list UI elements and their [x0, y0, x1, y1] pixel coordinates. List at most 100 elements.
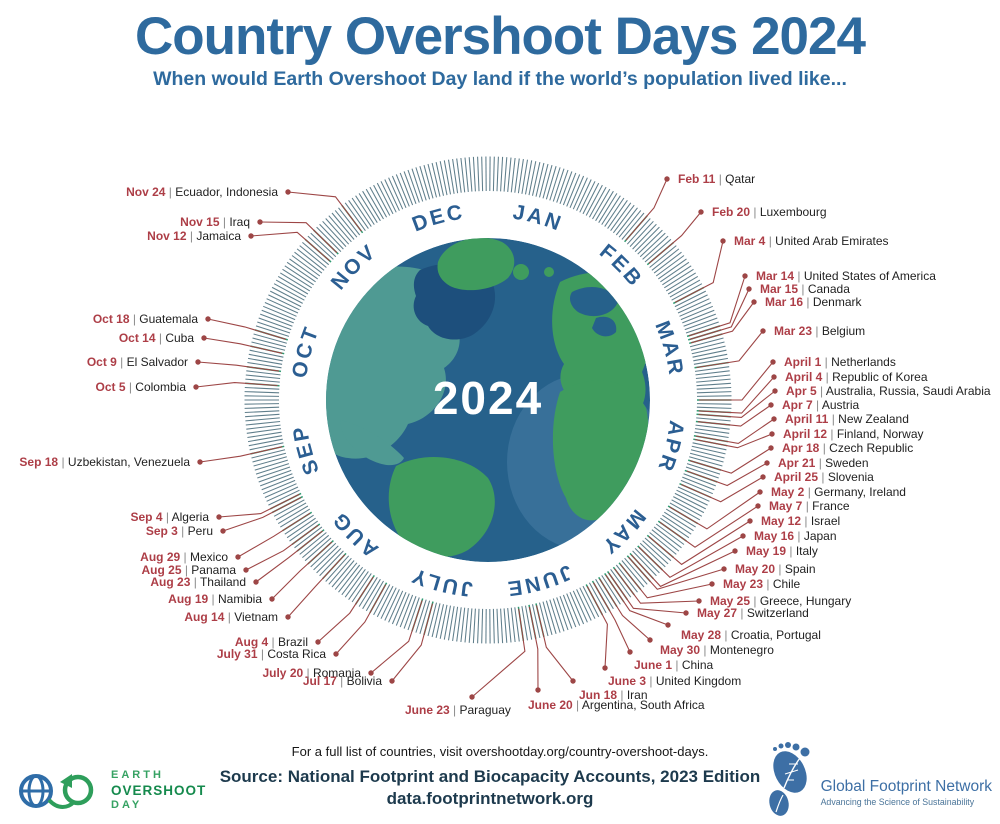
leader-line [197, 361, 280, 372]
date-dot [647, 637, 653, 643]
country-label: Feb 20 | Luxembourg [712, 205, 827, 219]
eod-logo-text: EARTH OVERSHOOT DAY [111, 769, 206, 813]
leader-line [250, 231, 330, 262]
country-label: June 3 | United Kingdom [608, 674, 741, 688]
island-iceland [513, 264, 529, 280]
gfn-logo-icon [768, 742, 810, 816]
leader-line [203, 337, 283, 354]
leader-line [259, 221, 338, 254]
date-dot [740, 533, 746, 539]
gfn-name: Global Footprint Network [820, 778, 992, 795]
country-label: Mar 16 | Denmark [765, 295, 863, 309]
date-dot [205, 316, 211, 322]
leader-line [689, 447, 772, 474]
gfn-logo: Global Footprint Network Advancing the S… [760, 740, 992, 820]
leader-line [686, 462, 768, 487]
country-label: Mar 4 | United Arab Emirates [734, 234, 889, 248]
country-label: Nov 15 | Iraq [180, 215, 250, 229]
country-label: May 28 | Croatia, Portugal [681, 628, 821, 642]
date-dot [721, 566, 727, 572]
date-dot [368, 670, 374, 676]
continent-south-america [388, 456, 495, 557]
date-dot [698, 209, 704, 215]
date-dot [760, 474, 766, 480]
date-dot [193, 384, 199, 390]
leader-line [599, 578, 651, 641]
leader-lines [195, 178, 776, 698]
country-label: Apr 5 | Australia, Russia, Saudi Arabia [786, 384, 991, 398]
country-label: Nov 12 | Jamaica [147, 229, 241, 243]
date-dot [570, 678, 576, 684]
country-label: Feb 11 | Qatar [678, 172, 755, 186]
country-label: Aug 4 | Brazil [235, 635, 308, 649]
month-label: SEP [289, 423, 324, 478]
month-label: JAN [511, 201, 566, 236]
leader-line [628, 556, 725, 590]
footnote: For a full list of countries, visit over… [291, 744, 709, 759]
leader-line [688, 275, 746, 337]
eod-logo: EARTH OVERSHOOT DAY [16, 764, 206, 818]
country-label: May 27 | Switzerland [697, 606, 809, 620]
leader-line [195, 382, 278, 388]
date-dot [768, 445, 774, 451]
page-title: Country Overshoot Days 2024 [135, 7, 866, 66]
month-label: JUNE [504, 560, 575, 600]
country-label: May 16 | Japan [754, 529, 837, 543]
leader-line [255, 530, 323, 583]
leader-line [391, 603, 434, 682]
date-dot [285, 189, 291, 195]
date-dot [243, 567, 249, 573]
country-label: June 23 | Paraguay [405, 703, 511, 717]
date-dot [216, 514, 222, 520]
gfn-tagline: Advancing the Science of Sustainability [820, 797, 975, 808]
country-label: May 12 | Israel [761, 514, 840, 528]
sea-channel [592, 316, 617, 337]
date-dot [253, 579, 259, 585]
date-dot [469, 694, 475, 700]
date-dot [683, 610, 689, 616]
eod-logo-icon [19, 774, 94, 809]
leader-line [471, 608, 526, 698]
leader-line [698, 376, 775, 414]
sea-baltic [570, 287, 618, 317]
leader-line [586, 585, 608, 669]
country-label: Oct 5 | Colombia [95, 380, 186, 394]
globe: 2024 [326, 238, 650, 562]
date-dot [195, 359, 201, 365]
date-dot [746, 286, 752, 292]
country-label: Mar 14 | United States of America [756, 269, 936, 283]
leader-line [199, 446, 283, 463]
date-dot [757, 489, 763, 495]
leader-line [593, 582, 631, 653]
leader-line [245, 524, 319, 571]
date-dot [220, 528, 226, 534]
date-dot [285, 614, 291, 620]
source-line1: Source: National Footprint and Biocapaci… [219, 767, 761, 786]
leader-line [695, 418, 775, 444]
leader-line [222, 497, 302, 532]
year-label: 2024 [433, 372, 543, 424]
country-labels: Feb 11 | Qatar Feb 20 | Luxembourg Mar 4 |… [19, 172, 990, 717]
date-dot [755, 503, 761, 509]
date-dot [760, 328, 766, 334]
country-label: Aug 29 | Mexico [140, 550, 228, 564]
date-dot [269, 596, 275, 602]
month-label: JULY [407, 563, 474, 601]
date-dot [627, 649, 633, 655]
date-dot [771, 374, 777, 380]
date-dot [197, 459, 203, 465]
country-label: Jul 17 | Bolivia [303, 674, 383, 688]
leader-line [535, 605, 574, 682]
leader-line [605, 574, 669, 626]
date-dot [751, 299, 757, 305]
country-label: Mar 23 | Belgium [774, 324, 865, 338]
leader-line [681, 476, 764, 503]
country-label: April 1 | Netherlands [784, 355, 896, 369]
leader-line [669, 491, 761, 530]
date-dot [709, 581, 715, 587]
country-label: May 30 | Montenegro [660, 643, 774, 657]
country-label: Mar 15 | Canada [760, 282, 850, 296]
country-label: Nov 24 | Ecuador, Indonesia [126, 185, 278, 199]
country-label: May 7 | France [769, 499, 850, 513]
